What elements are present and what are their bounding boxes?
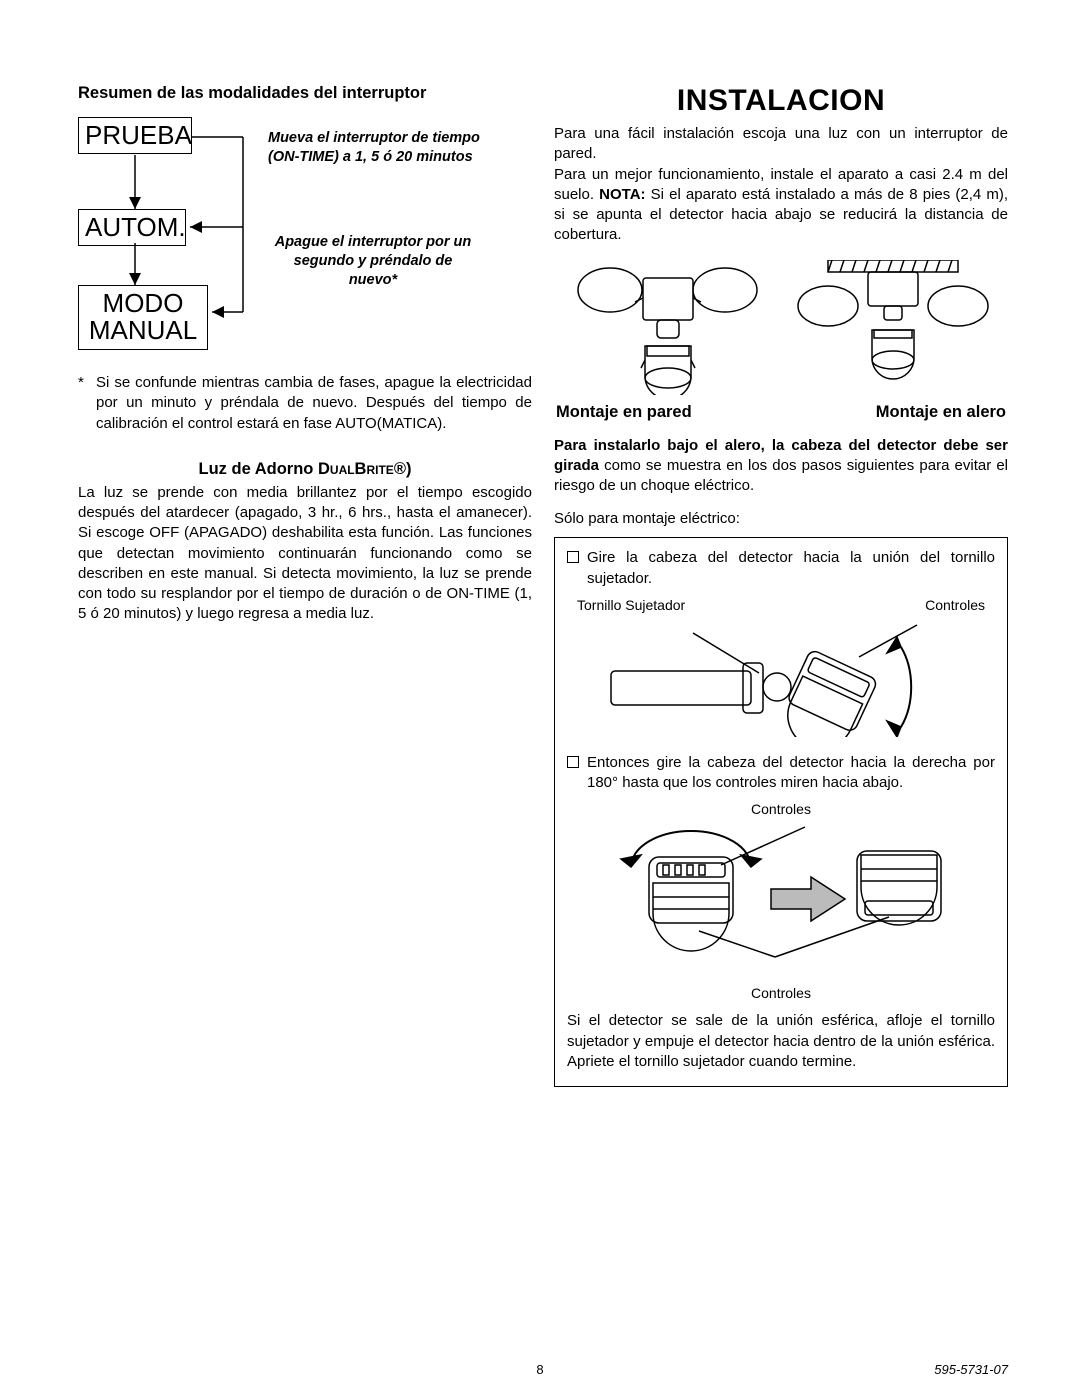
diagram-step2 — [567, 821, 995, 981]
label-tornillo: Tornillo Sujetador — [577, 597, 685, 613]
diagram-step1 — [567, 617, 995, 737]
mount-illustrations — [554, 260, 1008, 395]
mount-wall-label: Montaje en pared — [556, 403, 692, 422]
checkbox-icon — [567, 756, 579, 768]
step-2: Entonces gire la cabeza del detector hac… — [567, 753, 995, 794]
intro2-nota: NOTA: — [599, 186, 645, 203]
dualbrite-brand: DualBrite — [318, 460, 394, 478]
left-heading: Resumen de las modalidades del interrupt… — [78, 84, 532, 103]
label-controles-2: Controles — [567, 801, 995, 817]
step-1-text: Gire la cabeza del detector hacia la uni… — [587, 548, 995, 589]
intro-para-2: Para un mejor funcionamiento, instale el… — [554, 165, 1008, 246]
flow-text-apague: Apague el interruptor por un segundo y p… — [268, 233, 478, 290]
step-1: Gire la cabeza del detector hacia la uni… — [567, 548, 995, 589]
intro-para-1: Para una fácil instalación escoja una lu… — [554, 124, 1008, 165]
footnote: * Si se confunde mientras cambia de fase… — [78, 373, 532, 434]
instalacion-title: INSTALACION — [554, 84, 1008, 118]
mount-eave-label: Montaje en alero — [876, 403, 1006, 422]
page-number: 8 — [0, 1362, 1080, 1377]
label-controles-3: Controles — [567, 985, 995, 1001]
footnote-mark: * — [78, 373, 88, 434]
eave-rest: como se muestra en los dos pasos siguien… — [554, 457, 1008, 494]
steps-box: Gire la cabeza del detector hacia la uni… — [554, 537, 1008, 1087]
dualbrite-suffix: ®) — [394, 460, 412, 478]
label-controles-1: Controles — [925, 597, 985, 613]
footnote-text: Si se confunde mientras cambia de fases,… — [96, 373, 532, 434]
dualbrite-heading: Luz de Adorno DualBrite®) — [78, 460, 532, 479]
flow-connectors — [78, 117, 258, 347]
mode-flow-diagram: PRUEBA AUTOM. MODO MANUAL — [78, 117, 532, 347]
doc-number: 595-5731-07 — [934, 1362, 1008, 1377]
diagram1-labels: Tornillo Sujetador Controles — [577, 597, 985, 613]
checkbox-icon — [567, 551, 579, 563]
electric-only: Sólo para montaje eléctrico: — [554, 510, 1008, 527]
dualbrite-body: La luz se prende con media brillantez po… — [78, 483, 532, 625]
detector-out-text: Si el detector se sale de la unión esfér… — [567, 1011, 995, 1072]
flow-text-ontime: Mueva el interruptor de tiempo (ON-TIME)… — [268, 129, 488, 167]
wall-mount-icon — [565, 260, 770, 395]
mount-labels: Montaje en pared Montaje en alero — [556, 403, 1006, 422]
eave-instruction: Para instalarlo bajo el alero, la cabeza… — [554, 436, 1008, 497]
step-2-text: Entonces gire la cabeza del detector hac… — [587, 753, 995, 794]
dualbrite-heading-prefix: Luz de Adorno — [199, 460, 318, 478]
eave-mount-icon — [788, 260, 998, 395]
